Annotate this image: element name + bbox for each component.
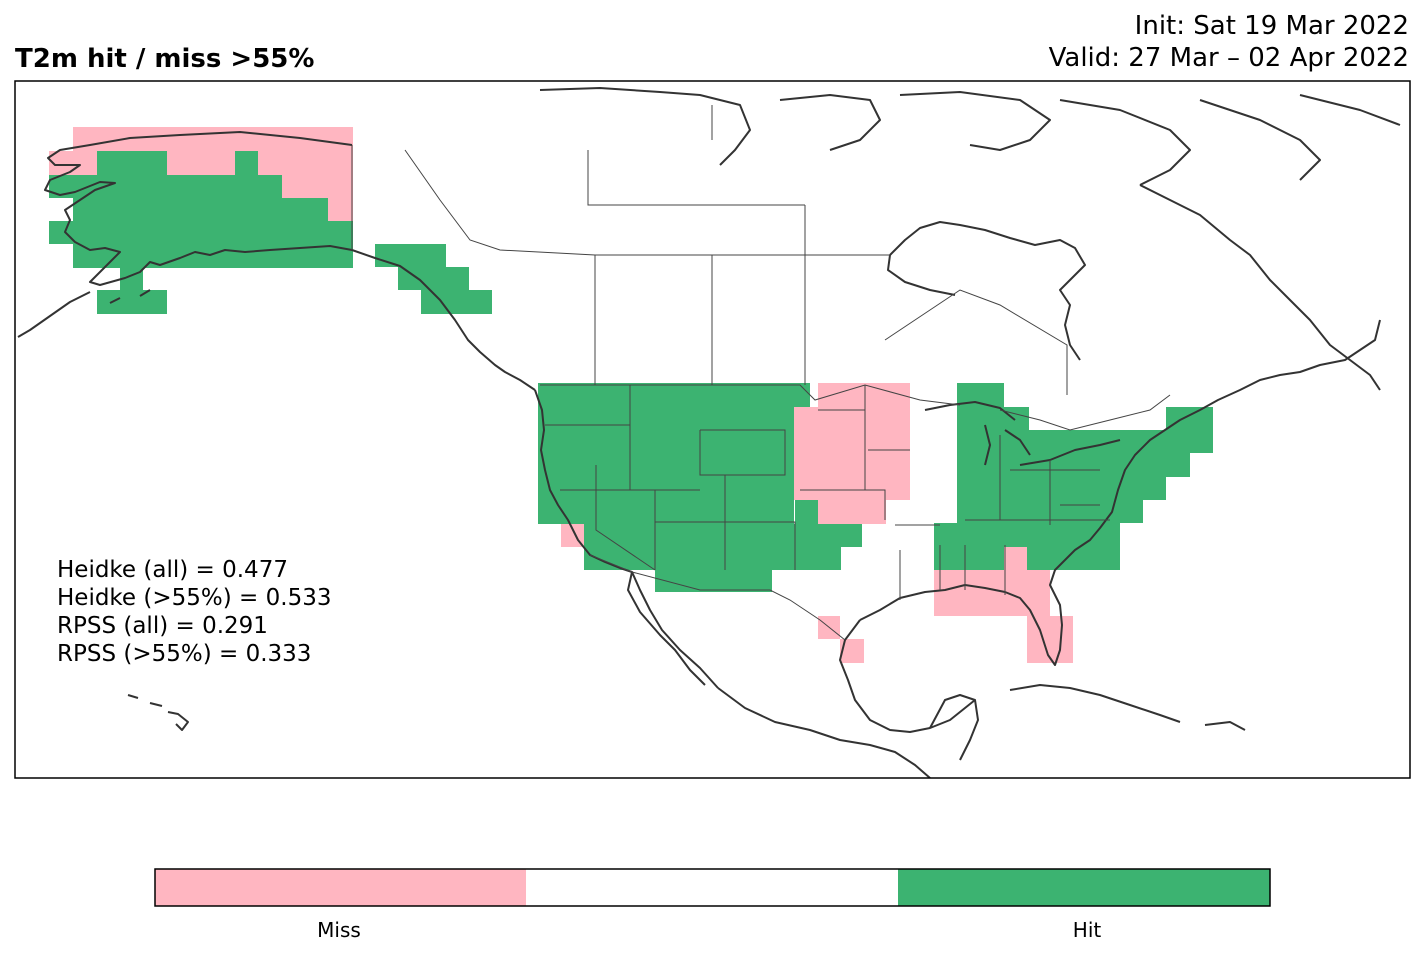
hit-cell-40 [1027, 547, 1120, 570]
colorbar-frame [154, 868, 1271, 907]
colorbar-label-hit: Hit [1072, 918, 1102, 942]
colorbar-hit-segment [898, 869, 1270, 906]
gulf-coast [859, 319, 1381, 666]
hit-cell-34 [1166, 407, 1213, 453]
hit-cell-36 [1073, 500, 1143, 523]
skill-scores: Heidke (all) = 0.477 Heidke (>55%) = 0.5… [57, 556, 331, 668]
hit-cell-38 [934, 547, 957, 570]
hit-cell-35 [1166, 453, 1190, 477]
colorbar-neutral-segment [526, 869, 898, 906]
hit-cell-15 [398, 267, 469, 290]
forecast-grid [49, 127, 1213, 663]
map-title: T2m hit / miss >55% [15, 44, 315, 74]
miss-cell-5 [328, 198, 353, 221]
arctic-islands [539, 87, 1401, 186]
rpss-all: RPSS (all) = 0.291 [57, 613, 268, 639]
hit-cell-16 [421, 290, 492, 314]
hit-cell-31 [957, 407, 1029, 430]
miss-cell-25 [794, 407, 910, 500]
hit-cell-9 [73, 198, 328, 221]
heidke-55: Heidke (>55%) = 0.533 [57, 585, 332, 611]
us-canada-border [351, 145, 1171, 431]
date-info: Init: Sat 19 Mar 2022 Valid: 27 Mar – 02… [1049, 10, 1409, 74]
miss-cell-45 [1027, 616, 1073, 663]
hit-cell-10 [49, 221, 353, 244]
hit-cell-22 [655, 570, 772, 592]
miss-cell-42 [1004, 547, 1027, 594]
aleutian-islands [17, 289, 151, 338]
cuba [1009, 684, 1246, 731]
heidke-all: Heidke (all) = 0.477 [57, 557, 288, 583]
map-frame [14, 80, 1411, 779]
hit-cell-32 [957, 430, 1073, 523]
rpss-55: RPSS (>55%) = 0.333 [57, 641, 312, 667]
colorbar-miss-segment [155, 869, 526, 906]
miss-cell-1 [49, 151, 97, 175]
hit-cell-23 [795, 500, 818, 524]
hit-cell-13 [97, 290, 167, 314]
us-mexico-border [589, 554, 846, 641]
hit-cell-8 [49, 175, 282, 198]
miss-cell-41 [934, 570, 1004, 593]
hawaii [127, 694, 189, 731]
canada-provinces [404, 105, 1068, 395]
miss-cell-26 [818, 500, 886, 524]
mexico-pacific-coast [717, 687, 931, 778]
great-lakes [924, 401, 1121, 466]
miss-cell-4 [282, 175, 353, 198]
miss-cell-43 [1027, 570, 1050, 593]
us-states [545, 385, 1110, 600]
borders [351, 105, 1171, 641]
colorbar [154, 868, 1271, 907]
alaska-coast [44, 131, 536, 391]
init-date: Init: Sat 19 Mar 2022 [1134, 11, 1409, 41]
miss-cell-2 [167, 151, 235, 175]
hit-cell-20 [584, 524, 862, 547]
hit-cell-6 [97, 151, 167, 175]
valid-dates: Valid: 27 Mar – 02 Apr 2022 [1048, 43, 1409, 73]
labrador-coast [1139, 184, 1381, 391]
hit-cell-19 [561, 500, 585, 524]
hit-cell-39 [957, 547, 1004, 570]
hit-cell-17 [538, 383, 810, 407]
hit-cell-37 [934, 523, 1120, 547]
hit-cell-21 [584, 547, 841, 570]
hudson-bay [887, 221, 1086, 361]
yucatan [929, 694, 979, 761]
miss-cell-3 [258, 151, 353, 175]
texas-mexico-gulf [839, 619, 976, 733]
hit-cell-14 [375, 244, 446, 267]
colorbar-label-miss: Miss [317, 918, 361, 942]
miss-cell-44 [934, 593, 1050, 616]
hit-cell-7 [235, 151, 258, 175]
